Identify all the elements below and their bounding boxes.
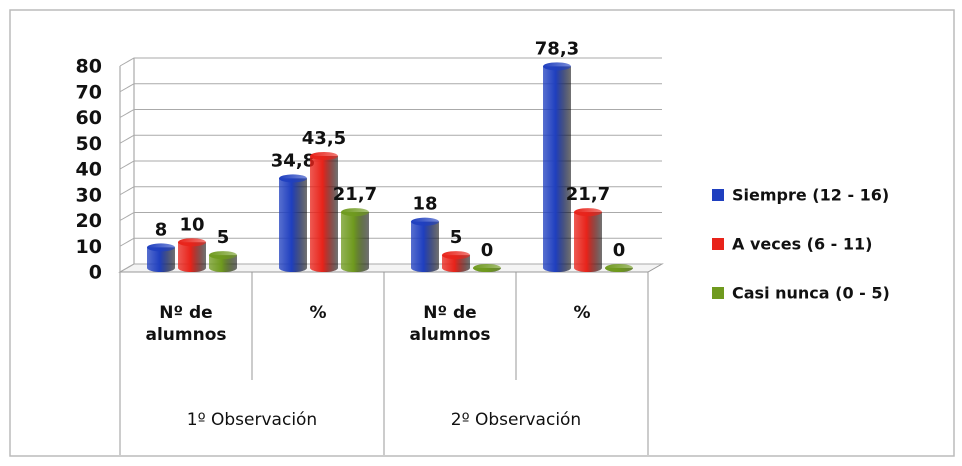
bar-top [341, 208, 369, 217]
bar-top [605, 264, 633, 272]
bar [310, 155, 338, 272]
value-label: 10 [179, 214, 204, 235]
value-label: 18 [412, 194, 437, 215]
frame [9, 9, 955, 457]
group-label: 1º Observación [186, 410, 318, 430]
legend-swatch [712, 189, 724, 201]
bar-top [178, 238, 206, 247]
grid-line [119, 212, 662, 221]
group-label: 2º Observación [450, 410, 582, 430]
value-label: 0 [481, 240, 494, 261]
y-tick-label: 60 [76, 107, 102, 129]
bar [178, 242, 206, 272]
bar-top [411, 217, 439, 226]
bar [574, 212, 602, 272]
y-tick-label: 20 [76, 210, 102, 232]
x-tick-label: % [309, 303, 327, 323]
value-label: 8 [155, 219, 168, 240]
bar [411, 221, 439, 272]
y-tick-label: 10 [76, 236, 102, 258]
value-label: 43,5 [302, 128, 346, 149]
grid-line [119, 237, 662, 247]
y-tick-label: 40 [76, 159, 102, 181]
legend-swatch [712, 238, 724, 250]
bar [442, 255, 470, 272]
value-label: 78,3 [535, 38, 579, 59]
bar-top [543, 62, 571, 71]
x-tick-label: Nº de alumnos [145, 303, 227, 345]
legend-label: A veces (6 - 11) [732, 235, 872, 254]
y-tick-label: 50 [76, 133, 102, 155]
x-tick-label: Nº de alumnos [409, 303, 491, 345]
value-label: 5 [450, 227, 463, 248]
value-label: 21,7 [333, 184, 377, 205]
bar [279, 178, 307, 272]
y-tick-label: 80 [76, 56, 102, 78]
bar-top [310, 151, 338, 160]
grid-line [119, 109, 662, 118]
grid-line [119, 160, 662, 170]
value-label: 5 [217, 227, 230, 248]
legend-label: Casi nunca (0 - 5) [732, 284, 890, 303]
grid-line [119, 134, 662, 144]
bar [341, 212, 369, 272]
grid-line [119, 186, 662, 196]
x-tick-label: % [573, 303, 591, 323]
y-tick-label: 0 [89, 262, 102, 284]
bar [147, 247, 175, 272]
legend-swatch [712, 287, 724, 299]
value-label: 34,8 [271, 150, 315, 171]
bar-top [209, 251, 237, 260]
grid-line [119, 263, 662, 273]
bar-top [147, 243, 175, 252]
bar-top [279, 174, 307, 183]
bar-top [442, 251, 470, 260]
value-label: 0 [613, 240, 626, 261]
value-label: 21,7 [566, 184, 610, 205]
y-tick-label: 30 [76, 184, 102, 206]
bar-top [574, 208, 602, 217]
bar-top [473, 264, 501, 272]
y-tick-label: 70 [76, 81, 102, 103]
grid-line [119, 83, 662, 93]
bar [543, 66, 571, 272]
bar [209, 255, 237, 272]
legend-label: Siempre (12 - 16) [732, 186, 889, 205]
grid-line [119, 57, 662, 67]
